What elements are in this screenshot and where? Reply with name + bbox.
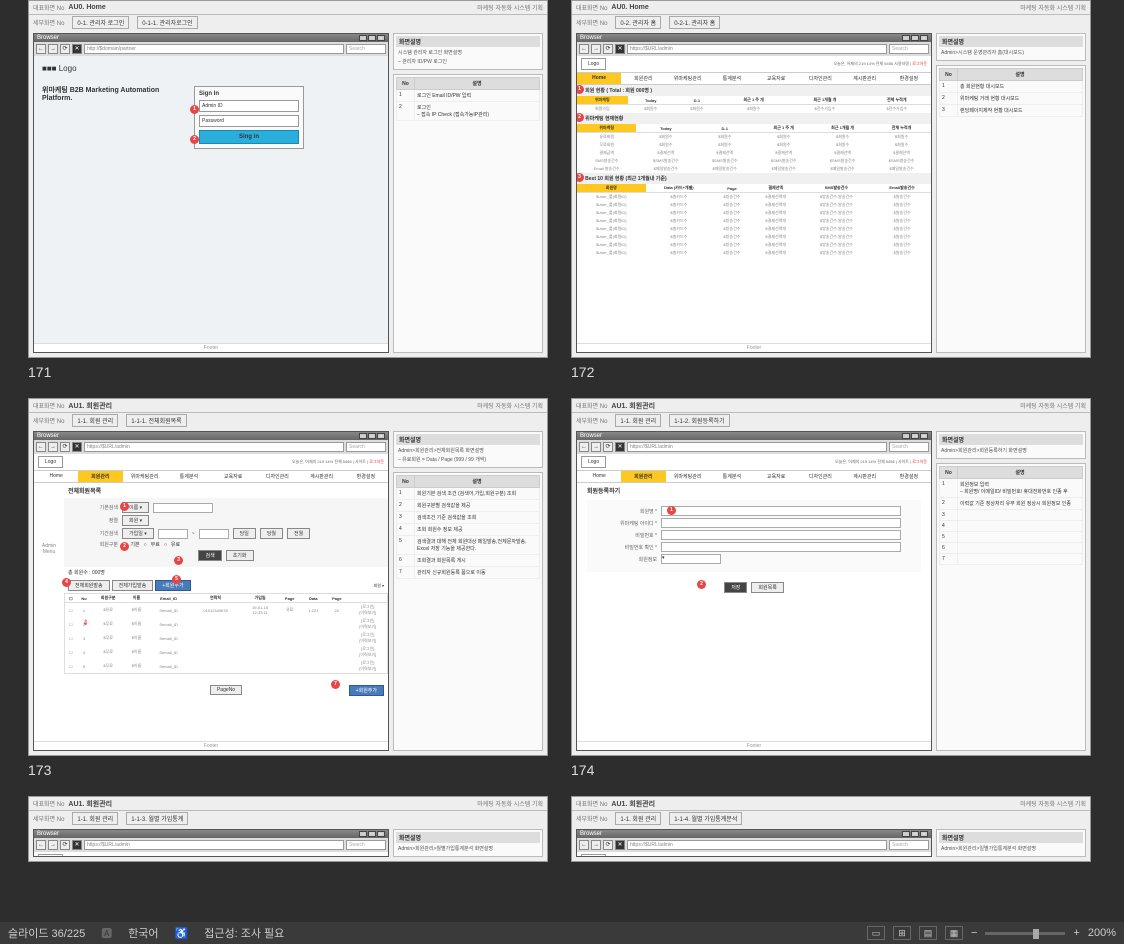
view-normal-button[interactable]: ▭ [867, 926, 885, 940]
accessibility-icon[interactable]: ♿ [175, 927, 189, 940]
view-reading-button[interactable]: ▤ [919, 926, 937, 940]
slide-header: 대표화면 No AU0. Home 마케팅 자동화 시스템 기획 [29, 1, 547, 15]
zoom-slider[interactable] [985, 932, 1065, 935]
slide-counter: 슬라이드 36/225 [8, 925, 85, 941]
save-button[interactable]: 저장 [724, 582, 747, 593]
member-id-input[interactable] [661, 518, 901, 528]
slide-171[interactable]: 대표화면 No AU0. Home 마케팅 자동화 시스템 기획 세부화면 No… [28, 0, 548, 358]
logo: Logo [581, 58, 606, 70]
member-pw-input[interactable] [661, 530, 901, 540]
slide-number: 171 [28, 364, 553, 380]
accessibility-label: 접근성: 조사 필요 [204, 925, 284, 941]
min-icon[interactable]: - [359, 35, 367, 41]
reset-button[interactable]: 초기화 [226, 550, 254, 561]
description-table: No설명 1로그인 Email ID/PW 입력 2로그인 – 접속 IP Ch… [396, 77, 540, 121]
search-box[interactable]: Search [346, 44, 386, 54]
stop-button[interactable]: ✕ [72, 44, 82, 54]
slide-175[interactable]: 대표화면 NoAU1. 회원관리마케팅 자동화 시스템 기획 세부화면 No1-… [28, 796, 548, 862]
password-input[interactable]: Password [199, 115, 299, 127]
reload-button[interactable]: ⟳ [60, 44, 70, 54]
admin-menu-label: Admin Menu [34, 483, 64, 697]
tab-home[interactable]: Home [577, 73, 621, 84]
signin-button[interactable]: Sing in [199, 130, 299, 144]
back-button[interactable]: ← [36, 44, 46, 54]
list-button[interactable]: 회원목록 [751, 582, 783, 593]
member-type-select[interactable]: ▾ [661, 554, 721, 564]
admin-id-input[interactable]: Admin ID [199, 100, 299, 112]
max-icon[interactable]: □ [368, 35, 376, 41]
search-button[interactable]: 검색 [198, 550, 221, 561]
lang-icon[interactable]: 🅰 [101, 925, 112, 941]
fwd-button[interactable]: → [48, 44, 58, 54]
slide-172[interactable]: 대표화면 NoAU0. Home마케팅 자동화 시스템 기획 세부화면 No0-… [571, 0, 1091, 358]
slide-173[interactable]: 대표화면 NoAU1. 회원관리마케팅 자동화 시스템 기획 세부화면 No1-… [28, 398, 548, 756]
language-label: 한국어 [128, 925, 158, 941]
url-bar[interactable]: http://$domain/partner [84, 44, 344, 54]
member-name-input[interactable] [661, 506, 901, 516]
view-sorter-button[interactable]: ⊞ [893, 926, 911, 940]
browser-window: Browser-□× ← → ⟳ ✕ http://$domain/partne… [33, 33, 389, 353]
slide-174[interactable]: 대표화면 NoAU1. 회원관리마케팅 자동화 시스템 기획 세부화면 No1-… [571, 398, 1091, 756]
view-slideshow-button[interactable]: ▦ [945, 926, 963, 940]
member-pw2-input[interactable] [661, 542, 901, 552]
search-input[interactable] [153, 503, 213, 513]
zoom-level[interactable]: 200% [1088, 927, 1116, 939]
statusbar: 슬라이드 36/225 🅰 한국어 ♿ 접근성: 조사 필요 ▭ ⊞ ▤ ▦ −… [0, 922, 1124, 944]
zoom-in-button[interactable]: + [1073, 927, 1079, 939]
signin-box: Sign In 1 Admin ID Password 2 Sing in [194, 86, 304, 149]
zoom-out-button[interactable]: − [971, 927, 977, 939]
nav-tabs: Home 회원관리위마케팅관리통계분석교육자료디자인관리계시판관리환경설정 [577, 72, 931, 85]
slide-176[interactable]: 대표화면 NoAU1. 회원관리마케팅 자동화 시스템 기획 세부화면 No1-… [571, 796, 1091, 862]
close-icon[interactable]: × [377, 35, 385, 41]
logo-text: ■■■ Logo [34, 56, 388, 81]
platform-title: 위마케팅 B2B Marketing Automation Platform. [34, 81, 184, 106]
